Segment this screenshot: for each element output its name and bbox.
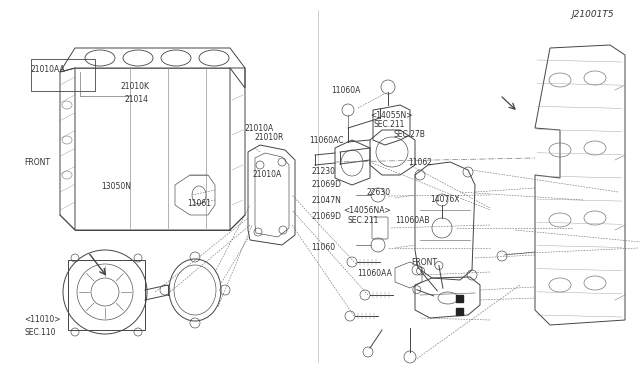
- Text: SEC.211: SEC.211: [348, 216, 379, 225]
- Bar: [456, 295, 463, 302]
- Text: 21069D: 21069D: [312, 212, 342, 221]
- Text: FRONT: FRONT: [24, 158, 51, 167]
- Text: J21001T5: J21001T5: [572, 10, 614, 19]
- Text: 11061: 11061: [188, 199, 211, 208]
- Text: 11060AA: 11060AA: [357, 269, 392, 278]
- Text: <11010>: <11010>: [24, 315, 61, 324]
- Text: 21010A: 21010A: [244, 124, 274, 133]
- Text: <14055N>: <14055N>: [370, 111, 412, 120]
- Text: 21010A: 21010A: [253, 170, 282, 179]
- Text: SEC.27B: SEC.27B: [394, 130, 426, 139]
- Text: 21010AA: 21010AA: [31, 65, 65, 74]
- Text: 21047N: 21047N: [312, 196, 342, 205]
- Text: 13050N: 13050N: [101, 182, 131, 191]
- Text: 11060: 11060: [312, 243, 336, 252]
- Text: 21010K: 21010K: [120, 82, 149, 91]
- Text: <14056NA>: <14056NA>: [344, 206, 392, 215]
- Bar: [456, 308, 463, 315]
- Text: 21069D: 21069D: [312, 180, 342, 189]
- Text: 21230: 21230: [312, 167, 336, 176]
- Text: 11060AB: 11060AB: [396, 216, 430, 225]
- Text: 22630: 22630: [366, 188, 390, 197]
- Text: 14076X: 14076X: [430, 195, 460, 203]
- Text: 21010R: 21010R: [254, 133, 284, 142]
- Text: 11062: 11062: [408, 158, 433, 167]
- Text: 11060A: 11060A: [331, 86, 360, 94]
- Text: SEC.110: SEC.110: [24, 328, 56, 337]
- Text: 21014: 21014: [125, 95, 149, 104]
- Text: SEC.211: SEC.211: [373, 120, 404, 129]
- Text: 11060AC: 11060AC: [309, 136, 344, 145]
- Text: FRONT: FRONT: [412, 258, 438, 267]
